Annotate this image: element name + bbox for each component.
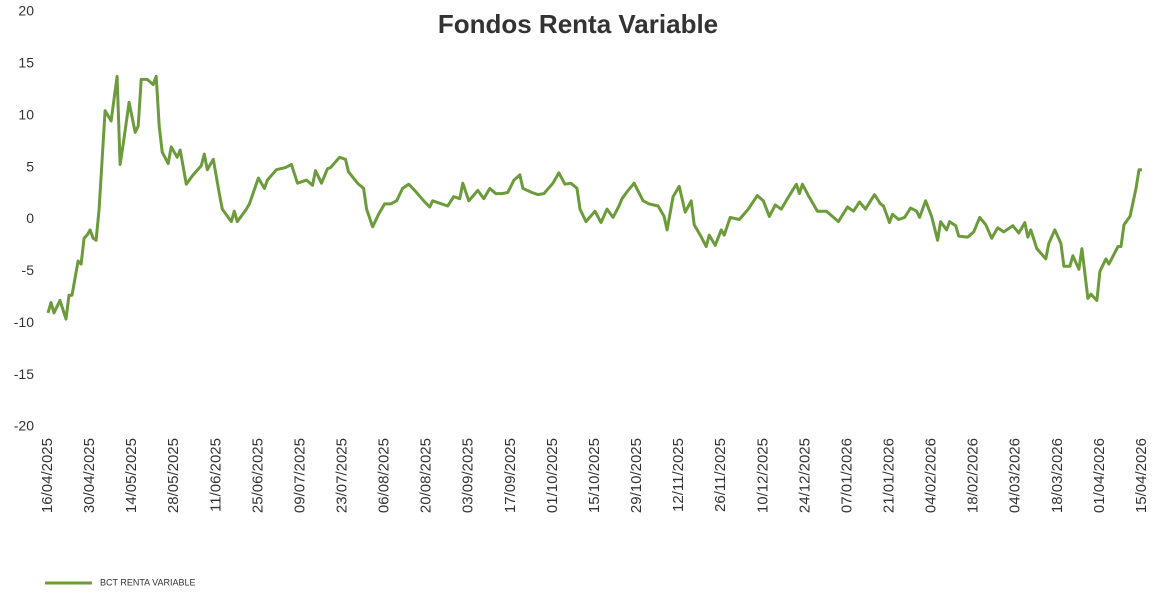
y-tick-label: -5 — [22, 262, 35, 278]
y-tick-label: 15 — [18, 55, 34, 71]
x-tick-label: 04/02/2026 — [923, 438, 940, 513]
x-tick-label: 23/07/2025 — [334, 438, 351, 513]
x-tick-label: 09/07/2025 — [291, 438, 308, 513]
x-tick-label: 01/04/2026 — [1091, 438, 1108, 513]
x-tick-label: 11/06/2025 — [207, 438, 224, 512]
chart-title: Fondos Renta Variable — [438, 9, 718, 39]
x-tick-label: 21/01/2026 — [881, 438, 898, 513]
x-tick-label: 06/08/2025 — [376, 438, 393, 513]
x-tick-label: 03/09/2025 — [460, 438, 477, 513]
x-tick-label: 17/09/2025 — [502, 438, 519, 513]
y-tick-label: 0 — [26, 210, 34, 226]
x-tick-label: 12/11/2025 — [670, 438, 687, 512]
x-tick-label: 01/10/2025 — [544, 438, 561, 513]
x-tick-label: 26/11/2025 — [712, 438, 729, 512]
y-tick-label: -10 — [14, 314, 34, 330]
y-tick-label: -15 — [14, 366, 34, 382]
x-tick-label: 18/02/2026 — [965, 438, 982, 513]
x-tick-label: 15/10/2025 — [586, 438, 603, 513]
y-tick-label: 5 — [26, 158, 34, 174]
x-tick-label: 07/01/2026 — [838, 438, 855, 513]
x-tick-label: 10/12/2025 — [754, 438, 771, 513]
x-tick-label: 20/08/2025 — [418, 438, 435, 513]
legend-label: BCT RENTA VARIABLE — [100, 577, 196, 587]
x-tick-label: 30/04/2025 — [81, 438, 98, 513]
x-tick-label: 25/06/2025 — [249, 438, 266, 513]
x-tick-label: 28/05/2025 — [165, 438, 182, 513]
x-tick-label: 16/04/2025 — [39, 438, 56, 513]
data-line — [46, 74, 1142, 321]
x-tick-label: 04/03/2026 — [1007, 438, 1024, 513]
x-tick-label: 18/03/2026 — [1049, 438, 1066, 513]
y-tick-label: -20 — [14, 418, 34, 434]
x-tick-label: 15/04/2026 — [1133, 438, 1150, 513]
y-tick-label: 10 — [18, 106, 34, 122]
y-tick-label: 20 — [18, 3, 34, 19]
x-tick-label: 14/05/2025 — [123, 438, 140, 513]
x-tick-label: 24/12/2025 — [796, 438, 813, 513]
x-tick-label: 29/10/2025 — [628, 438, 645, 513]
